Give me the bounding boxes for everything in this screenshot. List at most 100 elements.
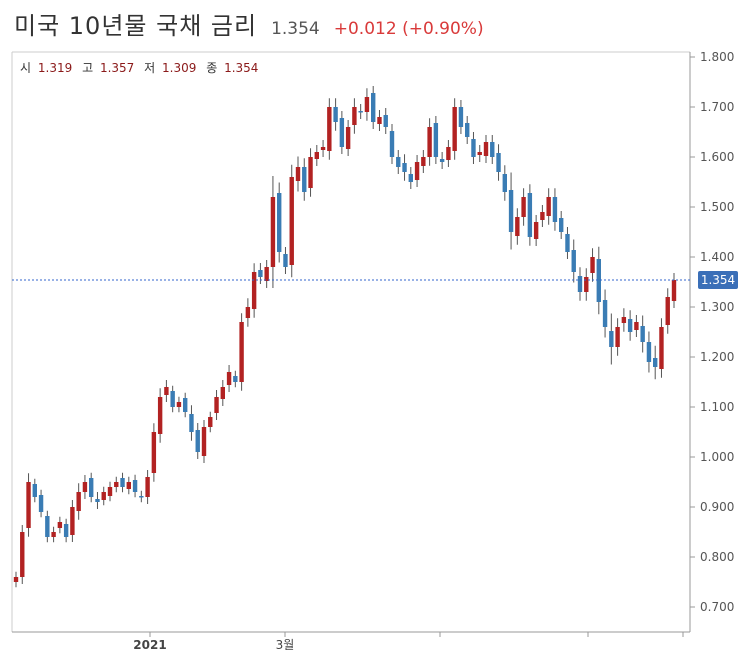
candle-body bbox=[164, 387, 169, 395]
candle-body bbox=[659, 327, 664, 369]
candle-body bbox=[157, 397, 163, 434]
candle-body bbox=[490, 142, 495, 157]
candle-body bbox=[82, 482, 88, 492]
candle-body bbox=[264, 267, 269, 281]
candle-body bbox=[396, 157, 401, 167]
candle-body bbox=[170, 391, 175, 407]
candle-body bbox=[151, 432, 157, 473]
candle-body bbox=[327, 107, 332, 151]
candle-body bbox=[333, 107, 338, 122]
y-tick-label: 1.400 bbox=[700, 250, 734, 264]
candle-body bbox=[433, 123, 439, 157]
chart-header: 미국 10년물 국채 금리 1.354 +0.012 (+0.90%) bbox=[14, 6, 484, 42]
candle-body bbox=[546, 197, 551, 216]
candle-body bbox=[339, 118, 345, 147]
candle-body bbox=[496, 153, 501, 172]
candle-body bbox=[208, 417, 213, 427]
candle-body bbox=[364, 97, 370, 112]
candle-body bbox=[51, 532, 56, 537]
candle-body bbox=[508, 190, 514, 232]
last-price-badge: 1.354 bbox=[698, 271, 738, 289]
candle-body bbox=[352, 107, 357, 125]
candle-body bbox=[559, 218, 564, 232]
high-label: 고 bbox=[82, 61, 93, 75]
x-tick-label: 3월 bbox=[276, 638, 295, 652]
y-tick-label: 1.800 bbox=[700, 50, 734, 64]
candle-body bbox=[251, 272, 257, 309]
candle-body bbox=[283, 254, 288, 267]
y-tick-label: 1.700 bbox=[700, 100, 734, 114]
candle-body bbox=[126, 482, 131, 489]
candle-body bbox=[258, 270, 263, 277]
candle-body bbox=[139, 496, 144, 498]
candle-body bbox=[101, 492, 106, 500]
candle-body bbox=[414, 162, 420, 180]
y-tick-label: 1.500 bbox=[700, 200, 734, 214]
candle-body bbox=[13, 577, 19, 582]
candle-body bbox=[477, 152, 482, 155]
candle-body bbox=[358, 111, 363, 113]
chart-title: 미국 10년물 국채 금리 bbox=[14, 12, 258, 40]
candle-body bbox=[345, 127, 351, 149]
candle-body bbox=[277, 193, 282, 252]
low-value: 1.309 bbox=[162, 61, 196, 75]
candle-body bbox=[195, 430, 200, 452]
candle-body bbox=[233, 376, 238, 382]
candle-body bbox=[653, 358, 658, 367]
candle-body bbox=[70, 507, 75, 535]
candle-body bbox=[289, 177, 294, 265]
candle-body bbox=[640, 326, 645, 342]
candle-body bbox=[95, 499, 100, 502]
candle-body bbox=[421, 157, 426, 166]
candle-body bbox=[320, 147, 326, 150]
candle-body bbox=[602, 300, 608, 327]
candle-body bbox=[671, 280, 677, 301]
candle-body bbox=[502, 174, 507, 192]
candle-body bbox=[383, 115, 388, 127]
candle-body bbox=[665, 297, 670, 325]
candle-body bbox=[270, 197, 276, 267]
candle-body bbox=[63, 524, 69, 537]
candle-body bbox=[465, 123, 470, 137]
candle-body bbox=[245, 307, 251, 318]
candle-body bbox=[471, 139, 476, 157]
y-tick-label: 1.000 bbox=[700, 450, 734, 464]
candle-body bbox=[627, 319, 633, 332]
candle-body bbox=[571, 250, 576, 272]
candles bbox=[13, 86, 677, 588]
candle-body bbox=[439, 159, 445, 162]
candle-body bbox=[565, 234, 570, 252]
candle-body bbox=[20, 532, 25, 577]
candle-body bbox=[201, 427, 207, 456]
candle-body bbox=[590, 257, 595, 273]
candle-body bbox=[577, 276, 583, 292]
candle-body bbox=[446, 147, 451, 160]
candle-body bbox=[377, 117, 382, 124]
last-price-badge-box bbox=[698, 271, 738, 289]
candle-body bbox=[295, 167, 301, 181]
candle-body bbox=[521, 197, 526, 217]
candle-body bbox=[515, 217, 520, 236]
candle-body bbox=[308, 157, 313, 188]
candle-body bbox=[107, 487, 113, 496]
candle-body bbox=[226, 372, 232, 385]
candle-body bbox=[552, 197, 558, 222]
candle-body bbox=[533, 222, 539, 239]
candle-body bbox=[38, 495, 44, 512]
candle-body bbox=[132, 480, 138, 492]
x-tick-label: 2021 bbox=[133, 638, 166, 652]
open-value: 1.319 bbox=[38, 61, 72, 75]
price-change: +0.012 (+0.90%) bbox=[333, 19, 484, 39]
candle-body bbox=[220, 387, 225, 399]
candle-body bbox=[596, 259, 601, 302]
low-label: 저 bbox=[144, 61, 155, 75]
candle-body bbox=[540, 212, 545, 220]
candle-body bbox=[120, 478, 125, 487]
last-price-badge-label: 1.354 bbox=[701, 273, 735, 287]
last-price: 1.354 bbox=[271, 19, 320, 39]
candle-body bbox=[214, 397, 219, 413]
candle-body bbox=[32, 484, 37, 497]
candle-body bbox=[314, 152, 319, 159]
candle-body bbox=[57, 522, 63, 528]
